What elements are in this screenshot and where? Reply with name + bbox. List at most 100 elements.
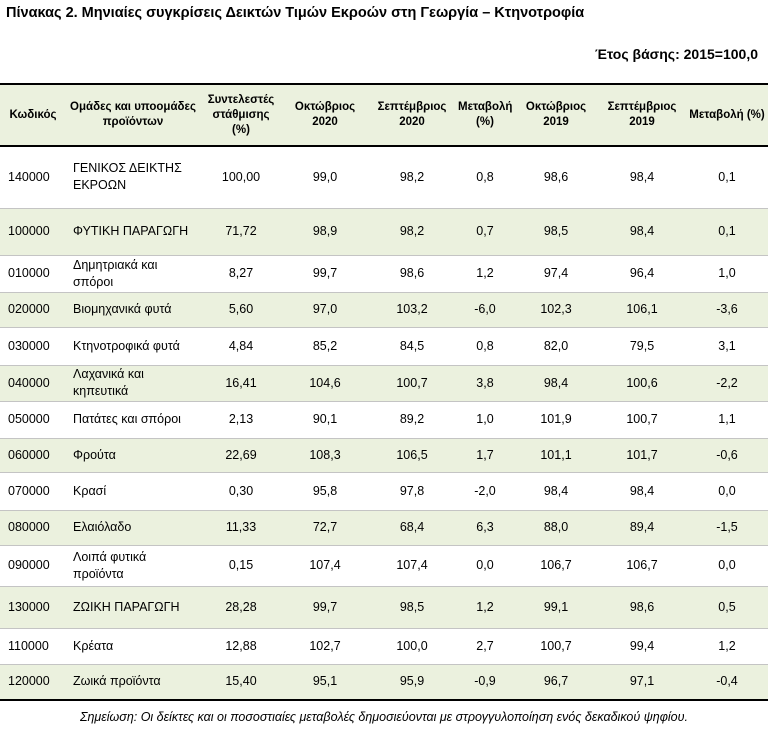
cell-sep-2019: 106,1 (598, 292, 686, 328)
cell-sep-2019: 89,4 (598, 510, 686, 546)
cell-weight: 22,69 (200, 438, 282, 473)
cell-weight: 100,00 (200, 146, 282, 209)
table-row: 130000 ΖΩΙΚΗ ΠΑΡΑΓΩΓΗ 28,28 99,7 98,5 1,… (0, 586, 768, 629)
cell-code: 030000 (0, 327, 66, 366)
cell-weight: 5,60 (200, 292, 282, 328)
cell-oct-2019: 101,1 (514, 438, 598, 473)
cell-weight: 28,28 (200, 586, 282, 629)
cell-code: 050000 (0, 401, 66, 439)
cell-weight: 12,88 (200, 628, 282, 665)
cell-code: 110000 (0, 628, 66, 665)
cell-name: Πατάτες και σπόροι (66, 401, 200, 439)
table-row: 090000 Λοιπά φυτικά προϊόντα 0,15 107,4 … (0, 545, 768, 587)
cell-change-2020: -2,0 (456, 472, 514, 511)
table-row: 020000 Βιομηχανικά φυτά 5,60 97,0 103,2 … (0, 292, 768, 328)
cell-sep-2019: 98,4 (598, 146, 686, 209)
cell-code: 080000 (0, 510, 66, 546)
cell-code: 090000 (0, 545, 66, 587)
cell-sep-2019: 79,5 (598, 327, 686, 366)
cell-name: Βιομηχανικά φυτά (66, 292, 200, 328)
cell-name: Δημητριακά και σπόροι (66, 255, 200, 293)
cell-code: 070000 (0, 472, 66, 511)
header-sep-2020: Σεπτέμβριος 2020 (368, 83, 456, 147)
cell-name: ΓΕΝΙΚΟΣ ΔΕΙΚΤΗΣ ΕΚΡΟΩΝ (66, 146, 200, 209)
cell-change-2019: -0,6 (686, 438, 768, 473)
cell-oct-2020: 99,7 (282, 586, 368, 629)
cell-change-2019: 3,1 (686, 327, 768, 366)
cell-change-2019: 1,0 (686, 255, 768, 293)
cell-weight: 0,15 (200, 545, 282, 587)
cell-oct-2020: 85,2 (282, 327, 368, 366)
cell-oct-2020: 99,7 (282, 255, 368, 293)
header-change-2019: Μεταβολή (%) (686, 83, 768, 147)
cell-change-2020: -6,0 (456, 292, 514, 328)
cell-name: Κρασί (66, 472, 200, 511)
cell-sep-2020: 68,4 (368, 510, 456, 546)
cell-oct-2019: 97,4 (514, 255, 598, 293)
cell-code: 040000 (0, 365, 66, 402)
cell-sep-2020: 103,2 (368, 292, 456, 328)
cell-oct-2020: 97,0 (282, 292, 368, 328)
cell-oct-2019: 100,7 (514, 628, 598, 665)
cell-oct-2019: 102,3 (514, 292, 598, 328)
header-code: Κωδικός (0, 83, 66, 147)
header-oct-2019: Οκτώβριος 2019 (514, 83, 598, 147)
cell-oct-2020: 72,7 (282, 510, 368, 546)
cell-oct-2020: 99,0 (282, 146, 368, 209)
cell-weight: 71,72 (200, 208, 282, 256)
cell-oct-2020: 102,7 (282, 628, 368, 665)
cell-change-2020: 1,2 (456, 586, 514, 629)
table-row: 120000 Ζωικά προϊόντα 15,40 95,1 95,9 -0… (0, 664, 768, 701)
cell-name: ΦΥΤΙΚΗ ΠΑΡΑΓΩΓΗ (66, 208, 200, 256)
cell-oct-2019: 99,1 (514, 586, 598, 629)
cell-weight: 16,41 (200, 365, 282, 402)
cell-code: 060000 (0, 438, 66, 473)
cell-change-2020: 3,8 (456, 365, 514, 402)
cell-change-2020: 0,8 (456, 327, 514, 366)
header-weight: Συντελεστές στάθμισης (%) (200, 83, 282, 147)
base-year-label: Έτος βάσης: 2015=100,0 (595, 46, 758, 62)
cell-change-2019: -2,2 (686, 365, 768, 402)
cell-oct-2020: 107,4 (282, 545, 368, 587)
table-header-row: Κωδικός Ομάδες και υποομάδες προϊόντων Σ… (0, 83, 768, 147)
table-row: 050000 Πατάτες και σπόροι 2,13 90,1 89,2… (0, 401, 768, 439)
cell-change-2020: 0,0 (456, 545, 514, 587)
table-row: 080000 Ελαιόλαδο 11,33 72,7 68,4 6,3 88,… (0, 510, 768, 546)
header-change-2020: Μεταβολή (%) (456, 83, 514, 147)
cell-change-2020: 1,0 (456, 401, 514, 439)
cell-sep-2020: 97,8 (368, 472, 456, 511)
cell-sep-2020: 98,5 (368, 586, 456, 629)
cell-oct-2020: 95,8 (282, 472, 368, 511)
header-oct-2020: Οκτώβριος 2020 (282, 83, 368, 147)
cell-sep-2020: 98,6 (368, 255, 456, 293)
cell-sep-2019: 98,4 (598, 208, 686, 256)
cell-sep-2020: 95,9 (368, 664, 456, 701)
cell-weight: 2,13 (200, 401, 282, 439)
cell-name: Λαχανικά και κηπευτικά (66, 365, 200, 402)
cell-change-2019: 0,1 (686, 146, 768, 209)
cell-change-2019: 0,5 (686, 586, 768, 629)
cell-name: Κτηνοτροφικά φυτά (66, 327, 200, 366)
cell-sep-2019: 96,4 (598, 255, 686, 293)
table-row: 100000 ΦΥΤΙΚΗ ΠΑΡΑΓΩΓΗ 71,72 98,9 98,2 0… (0, 208, 768, 256)
cell-sep-2020: 107,4 (368, 545, 456, 587)
cell-sep-2019: 98,6 (598, 586, 686, 629)
cell-weight: 4,84 (200, 327, 282, 366)
cell-sep-2020: 84,5 (368, 327, 456, 366)
cell-change-2020: 6,3 (456, 510, 514, 546)
cell-change-2019: 0,0 (686, 545, 768, 587)
cell-weight: 8,27 (200, 255, 282, 293)
price-index-table: Κωδικός Ομάδες και υποομάδες προϊόντων Σ… (0, 83, 768, 701)
cell-change-2019: 0,1 (686, 208, 768, 256)
cell-code: 120000 (0, 664, 66, 701)
table-row: 060000 Φρούτα 22,69 108,3 106,5 1,7 101,… (0, 438, 768, 473)
cell-sep-2020: 106,5 (368, 438, 456, 473)
cell-sep-2019: 98,4 (598, 472, 686, 511)
cell-sep-2019: 106,7 (598, 545, 686, 587)
cell-sep-2020: 100,0 (368, 628, 456, 665)
cell-change-2019: -1,5 (686, 510, 768, 546)
cell-change-2020: 1,2 (456, 255, 514, 293)
table-row: 010000 Δημητριακά και σπόροι 8,27 99,7 9… (0, 255, 768, 293)
cell-code: 020000 (0, 292, 66, 328)
cell-oct-2020: 108,3 (282, 438, 368, 473)
